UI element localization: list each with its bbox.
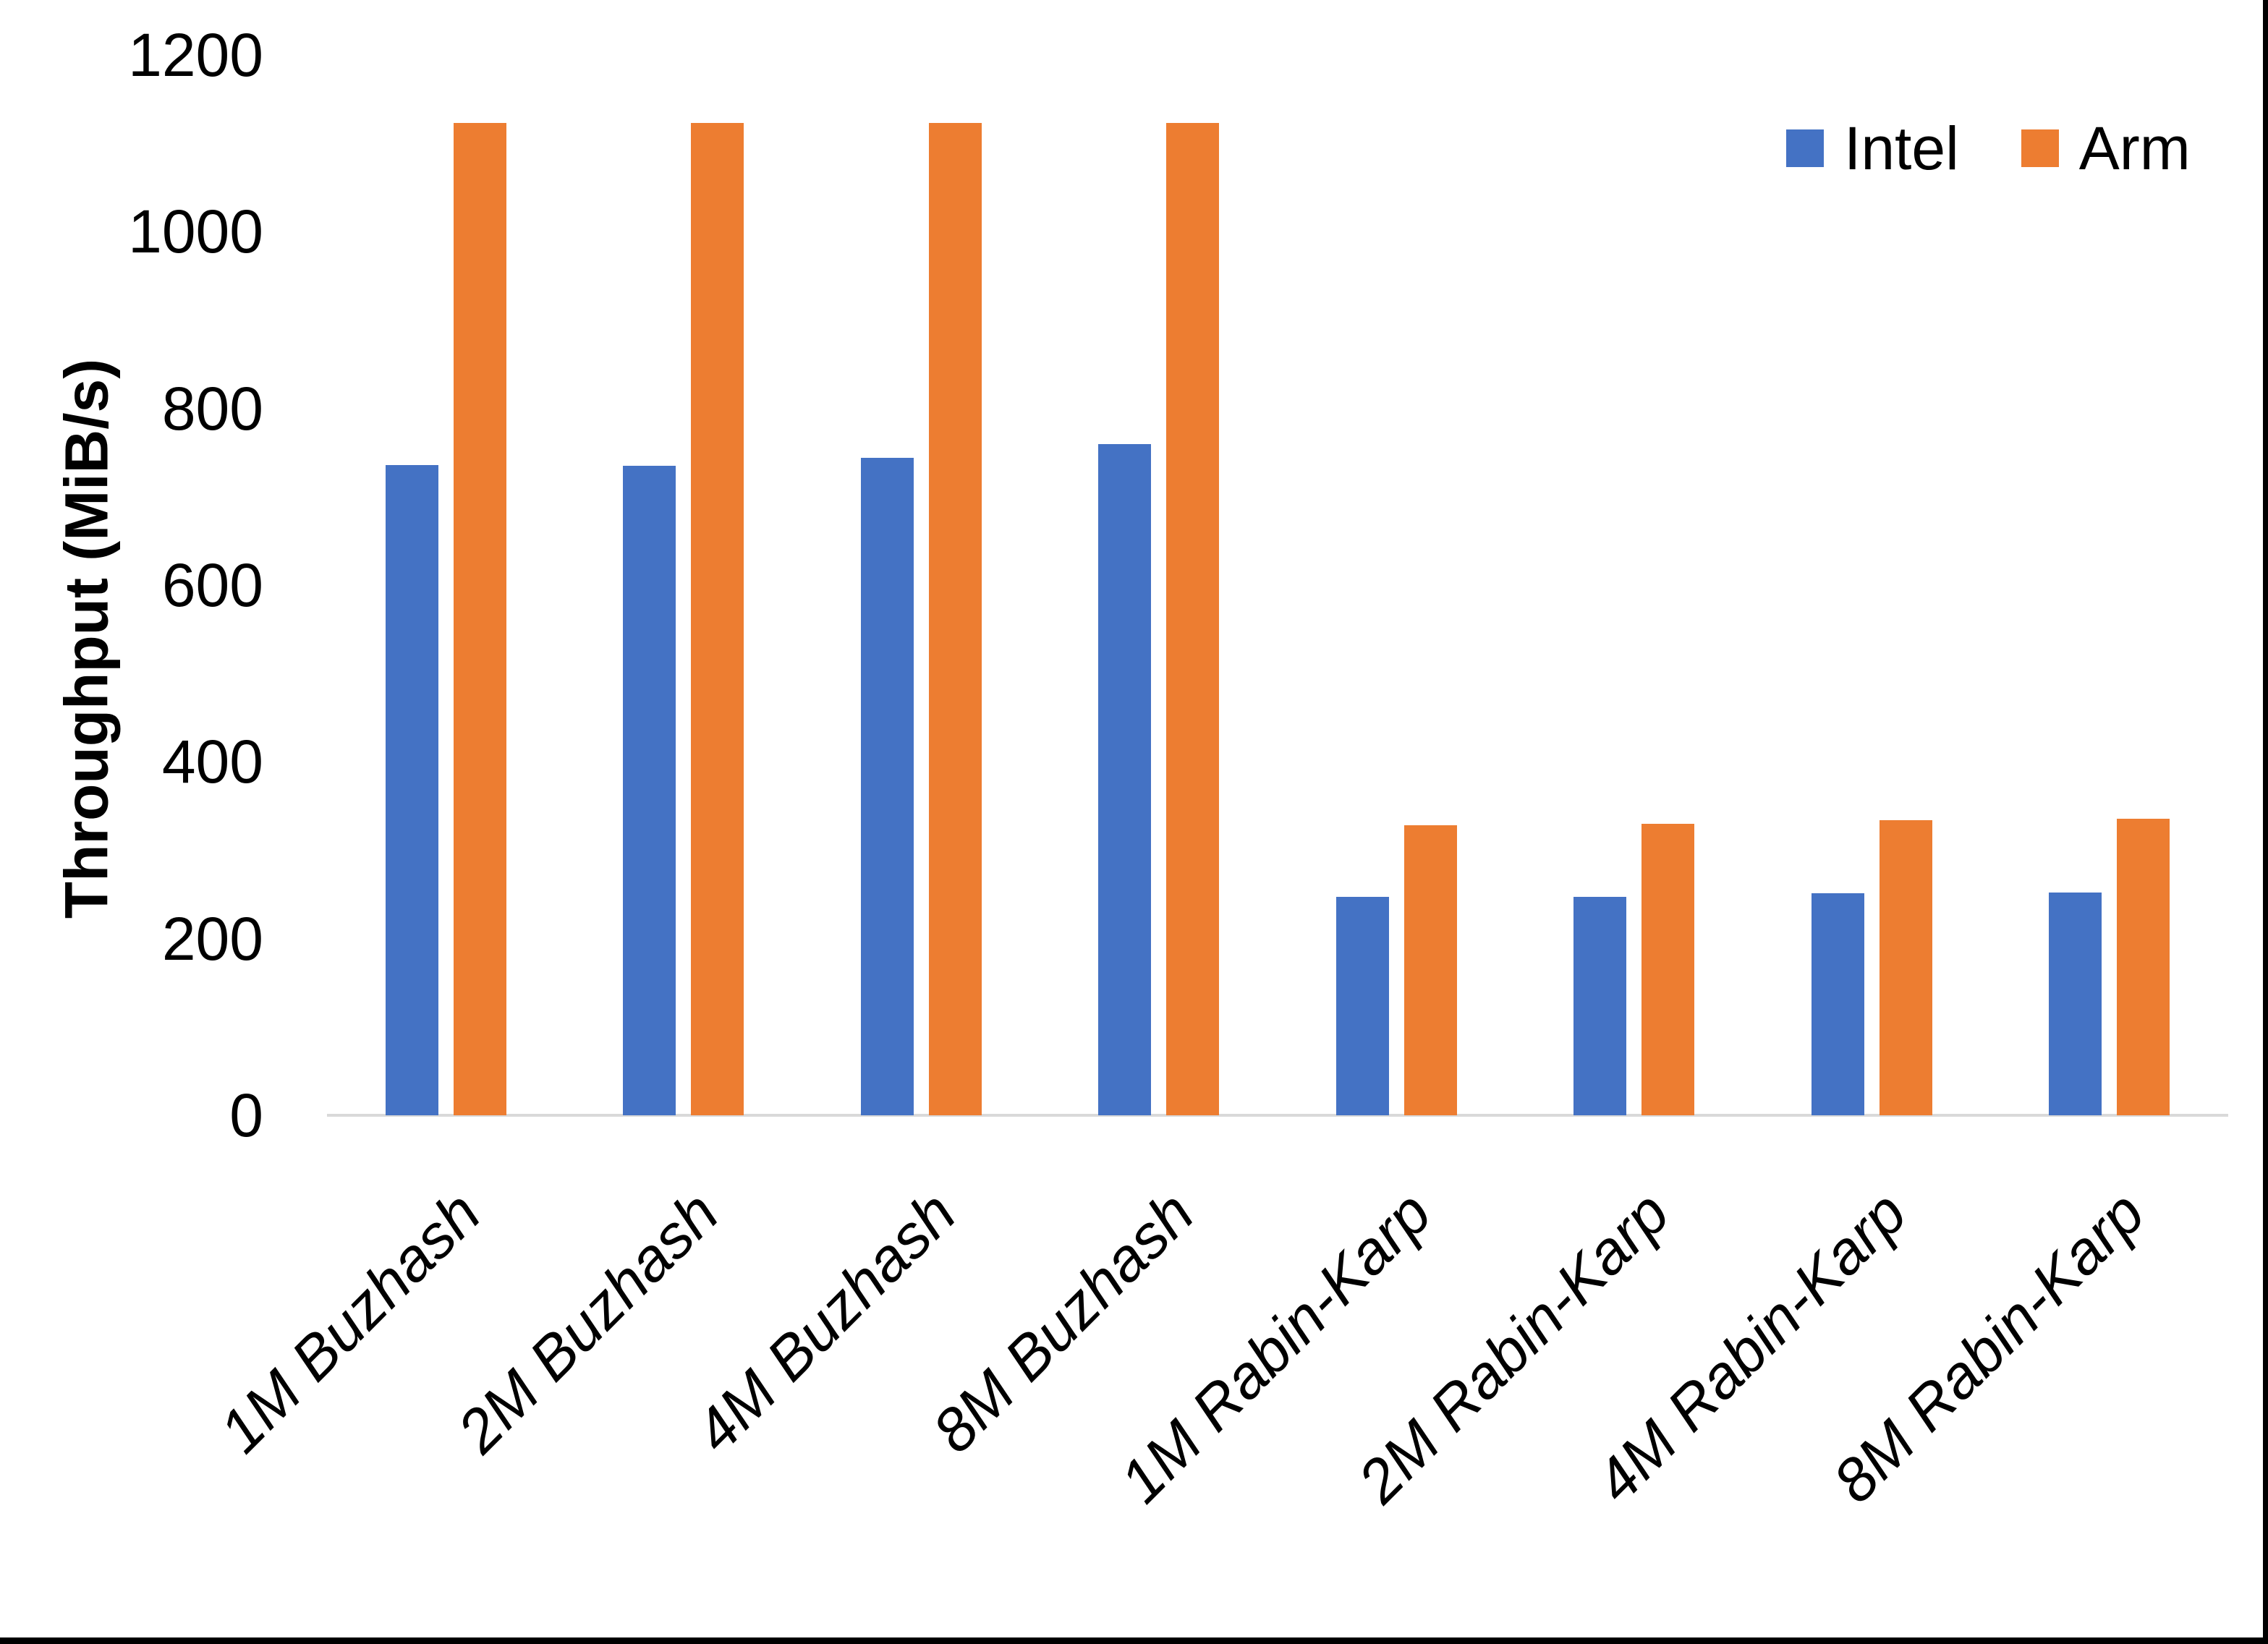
x-tick-1m-buzhash: 1M Buzhash [206, 1178, 494, 1465]
bar-arm-2m-rabin-karp [1641, 823, 1695, 1115]
bar-intel-1m-buzhash [385, 464, 438, 1115]
bar-arm-1m-buzhash [453, 123, 506, 1115]
window-right-border [2263, 0, 2268, 1644]
bar-arm-4m-buzhash [928, 123, 982, 1115]
bar-intel-4m-rabin-karp [1811, 893, 1864, 1115]
y-tick-1200: 1200 [128, 21, 263, 89]
bar-arm-1m-rabin-karp [1403, 825, 1457, 1115]
y-tick-400: 400 [161, 728, 263, 796]
y-tick-600: 600 [161, 551, 263, 619]
legend-label-intel: Intel [1844, 114, 1959, 182]
legend: Intel Arm [1786, 114, 2191, 182]
y-axis-title: Throughput (MiB/s) [52, 358, 121, 919]
bar-intel-4m-buzhash [860, 458, 914, 1115]
window-bottom-border [0, 1637, 2268, 1644]
legend-swatch-arm [2021, 129, 2059, 167]
bar-arm-8m-buzhash [1166, 123, 1220, 1115]
legend-label-arm: Arm [2078, 114, 2191, 182]
bar-arm-2m-buzhash [691, 123, 744, 1115]
bar-intel-1m-rabin-karp [1335, 897, 1389, 1115]
y-tick-1000: 1000 [128, 197, 263, 266]
bar-intel-2m-rabin-karp [1573, 897, 1627, 1115]
bar-intel-8m-buzhash [1098, 443, 1152, 1115]
bar-arm-4m-rabin-karp [1879, 819, 1932, 1115]
y-tick-800: 800 [161, 374, 263, 443]
y-tick-200: 200 [161, 904, 263, 973]
bar-arm-8m-rabin-karp [2117, 818, 2170, 1115]
bar-intel-2m-buzhash [623, 466, 676, 1115]
legend-swatch-intel [1786, 129, 1824, 167]
y-tick-0: 0 [229, 1081, 263, 1149]
plot-area [327, 55, 2228, 1117]
bar-intel-8m-rabin-karp [2049, 893, 2102, 1115]
x-axis-line [327, 1114, 2228, 1117]
